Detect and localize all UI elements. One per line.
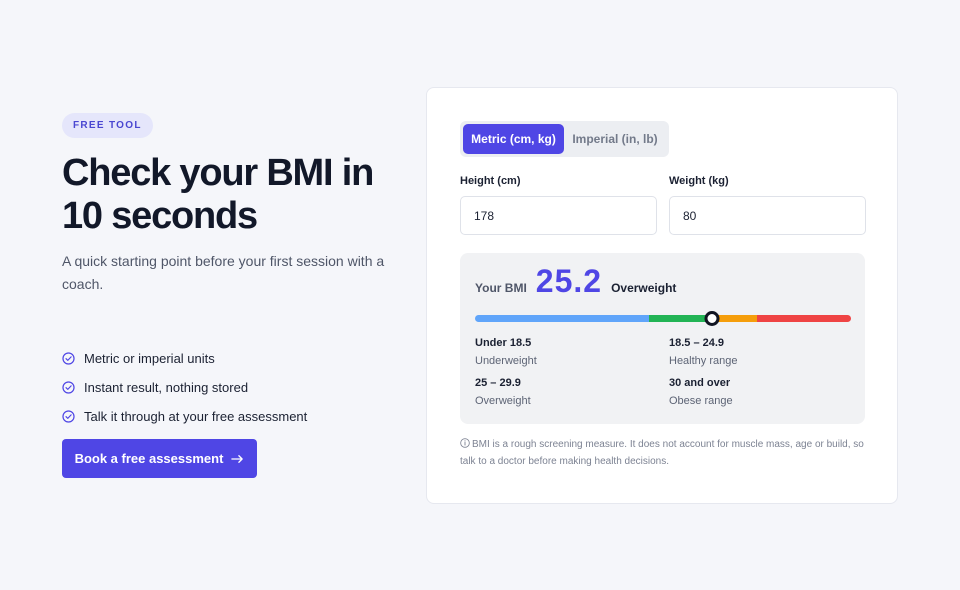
scale-segment-underweight (475, 315, 649, 322)
weight-input[interactable]: 80 (669, 196, 866, 235)
height-field-group: Height (cm) 178 (460, 175, 657, 235)
bmi-value: 25.2 (535, 263, 603, 299)
check-circle-icon (62, 410, 75, 423)
feature-text: Instant result, nothing stored (84, 380, 249, 395)
range-label: Overweight (475, 395, 531, 407)
range-obese: 30 and over Obese range (669, 377, 849, 407)
range-underweight: Under 18.5 Underweight (475, 337, 655, 367)
weight-value: 80 (683, 208, 697, 223)
feature-text: Talk it through at your free assessment (84, 409, 308, 424)
range-overweight: 25 – 29.9 Overweight (475, 377, 655, 407)
headline-line-1: Check your BMI in (62, 152, 374, 194)
page-title: Check your BMI in 10 seconds (62, 152, 392, 238)
bmi-calculator-card: Metric (cm, kg) Imperial (in, lb) Height… (426, 87, 898, 504)
range-value: 18.5 – 24.9 (669, 337, 725, 349)
feature-list: Metric or imperial units Instant result,… (62, 344, 392, 431)
arrow-right-icon (231, 454, 244, 463)
range-healthy: 18.5 – 24.9 Healthy range (669, 337, 849, 367)
height-label: Height (cm) (460, 175, 521, 187)
height-value: 178 (474, 208, 495, 223)
range-label: Underweight (475, 355, 537, 367)
headline-line-2: 10 seconds (62, 195, 258, 237)
hero-subtitle: A quick starting point before your first… (62, 253, 385, 292)
scale-segment-healthy (649, 315, 712, 322)
unit-toggle: Metric (cm, kg) Imperial (in, lb) (460, 121, 669, 157)
feature-item: Talk it through at your free assessment (62, 402, 392, 431)
book-assessment-button[interactable]: Book a free assessment (62, 439, 257, 478)
bmi-label: Your BMI (475, 281, 527, 295)
feature-item: Instant result, nothing stored (62, 373, 392, 402)
info-icon (460, 438, 470, 448)
book-assessment-label: Book a free assessment (74, 451, 224, 466)
check-circle-icon (62, 352, 75, 365)
bmi-scale-marker (704, 311, 720, 326)
height-input[interactable]: 178 (460, 196, 657, 235)
bmi-disclaimer: BMI is a rough screening measure. It doe… (460, 436, 865, 470)
bmi-summary: Your BMI 25.2 Overweight (475, 263, 676, 300)
check-circle-icon (62, 381, 75, 394)
range-label: Healthy range (669, 355, 738, 367)
scale-segment-obese (757, 315, 851, 322)
bmi-category: Overweight (611, 281, 677, 295)
imperial-unit-option[interactable]: Imperial (in, lb) (572, 132, 658, 146)
range-value: 25 – 29.9 (475, 377, 521, 389)
scale-segment-overweight (712, 315, 757, 322)
range-label: Obese range (669, 395, 733, 407)
metric-unit-option[interactable]: Metric (cm, kg) (463, 124, 564, 154)
bmi-result-panel: Your BMI 25.2 Overweight Under 18.5 Unde… (460, 253, 865, 424)
bmi-scale-bar (475, 311, 851, 326)
disclaimer-text: BMI is a rough screening measure. It doe… (460, 439, 864, 467)
feature-text: Metric or imperial units (84, 351, 215, 366)
range-value: 30 and over (669, 377, 731, 389)
weight-field-group: Weight (kg) 80 (669, 175, 866, 235)
range-value: Under 18.5 (475, 337, 532, 349)
feature-item: Metric or imperial units (62, 344, 392, 373)
weight-label: Weight (kg) (669, 175, 729, 187)
hero-section: FREE TOOL Check your BMI in 10 seconds A… (62, 113, 392, 478)
free-tool-badge: FREE TOOL (62, 113, 153, 138)
